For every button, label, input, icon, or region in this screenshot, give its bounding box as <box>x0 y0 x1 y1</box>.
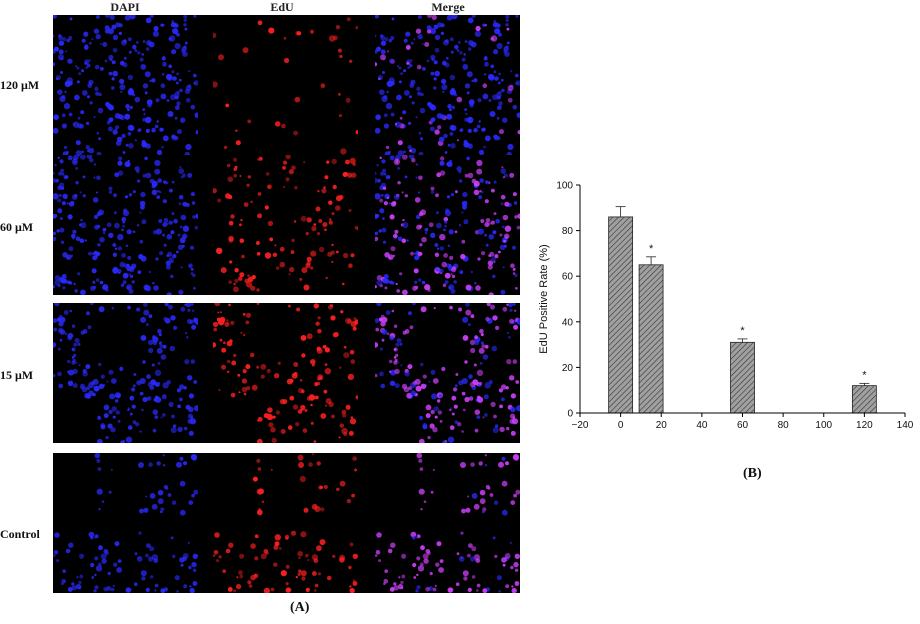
micrograph-merge <box>375 303 520 443</box>
y-axis-label: EdU Positive Rate (%) <box>538 244 550 353</box>
image-row-control <box>53 453 520 593</box>
x-tick-label: 40 <box>696 420 708 431</box>
row-label-60: 60 μM <box>0 220 34 234</box>
row-label-control: Control <box>0 527 40 541</box>
y-tick-label: 100 <box>556 181 573 192</box>
micrograph-edu <box>213 155 358 295</box>
bar-60 <box>730 341 755 414</box>
micrograph-dapi <box>53 453 198 593</box>
x-tick-label: 20 <box>656 420 668 431</box>
bar-15 <box>638 264 664 414</box>
micrograph-dapi <box>53 15 198 155</box>
x-tick-label: 0 <box>618 420 624 431</box>
micrograph-merge <box>375 155 520 295</box>
micrograph-edu <box>213 453 358 593</box>
micrograph-merge <box>375 453 520 593</box>
row-label-120: 120 μM <box>0 78 40 92</box>
image-row-120 <box>53 15 520 155</box>
panel-label-b: (B) <box>743 466 762 481</box>
x-tick-label: 100 <box>815 420 832 431</box>
microscopy-panel: DAPI EdU Merge 120 μM 60 μM 15 μM Contro… <box>0 0 520 615</box>
column-header-edu: EdU <box>270 0 294 14</box>
y-tick-label: 40 <box>562 317 574 328</box>
micrograph-edu <box>213 303 358 443</box>
y-tick-label: 80 <box>562 226 574 237</box>
bar-0 <box>608 216 634 414</box>
y-tick-label: 60 <box>562 272 574 283</box>
bar-chart: * * * 0 20 40 60 80 100 −20 0 20 40 60 80 100 120 140 EdU … <box>535 170 920 460</box>
row-label-15: 15 μM <box>0 368 34 382</box>
micrograph-edu <box>213 15 358 155</box>
significance-mark-15: * <box>649 243 654 255</box>
micrograph-dapi <box>53 155 198 295</box>
micrograph-merge <box>375 15 520 155</box>
significance-mark-60: * <box>740 325 745 337</box>
column-header-dapi: DAPI <box>110 0 140 14</box>
image-row-60 <box>53 155 520 295</box>
bar-120 <box>851 385 877 414</box>
x-tick-label: 80 <box>778 420 790 431</box>
image-row-15 <box>53 303 520 443</box>
y-tick-label: 20 <box>562 363 574 374</box>
x-tick-label: 120 <box>856 420 873 431</box>
column-header-merge: Merge <box>431 0 465 14</box>
panel-label-a: (A) <box>290 600 310 615</box>
x-tick-label: 60 <box>737 420 749 431</box>
y-tick-label: 0 <box>567 409 573 420</box>
x-tick-label: 140 <box>897 420 914 431</box>
micrograph-dapi <box>53 303 198 443</box>
x-tick-label: −20 <box>572 420 589 431</box>
significance-mark-120: * <box>862 369 867 381</box>
